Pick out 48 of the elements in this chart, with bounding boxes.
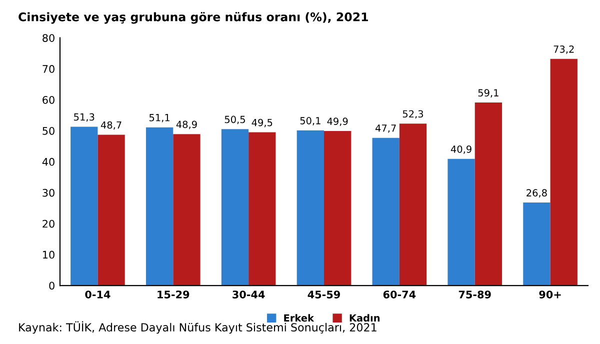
data-label: 48,9 <box>176 120 197 130</box>
bar <box>474 102 502 286</box>
x-tick-label: 60-74 <box>383 290 416 298</box>
legend-label: Erkek <box>284 314 314 322</box>
y-tick-label: 50 <box>42 126 54 135</box>
bar <box>221 129 249 286</box>
x-tick-label: 45-59 <box>308 290 340 298</box>
data-label: 51,3 <box>74 113 94 122</box>
bar <box>146 127 174 286</box>
data-label: 47,7 <box>376 124 396 133</box>
x-tick-label: 0-14 <box>85 290 110 298</box>
data-label: 73,2 <box>554 45 574 54</box>
bar <box>296 130 324 286</box>
data-label: 48,7 <box>100 121 122 130</box>
x-tick-label: 75-89 <box>458 290 491 298</box>
bar <box>399 124 427 286</box>
bar <box>173 134 200 286</box>
bar <box>324 131 352 286</box>
x-tick-label: 90+ <box>539 290 561 298</box>
bar <box>448 158 475 286</box>
bar <box>98 134 125 286</box>
bar <box>70 126 98 286</box>
x-tick-label: 30-44 <box>232 290 265 298</box>
y-tick-label: 40 <box>42 158 54 166</box>
legend-label: Kadın <box>350 314 380 322</box>
data-label: 26,8 <box>526 189 547 198</box>
bar <box>550 58 578 286</box>
data-label: 51,1 <box>149 114 170 122</box>
data-label: 40,9 <box>450 145 472 154</box>
text: Kaynak: TÜİK, Adrese Dayalı Nüfus Kayıt Sistemi Sonuçları, 2021 <box>19 321 376 334</box>
data-label: 59,1 <box>478 89 498 98</box>
y-tick-label: 60 <box>42 96 54 104</box>
bar <box>248 132 276 286</box>
y-tick-label: 70 <box>42 65 54 73</box>
y-tick-label: 10 <box>43 250 54 259</box>
bar <box>523 202 550 286</box>
x-tick-label: 15-29 <box>158 290 190 298</box>
y-tick-label: 30 <box>42 188 54 197</box>
bar <box>372 138 400 286</box>
data-label: 49,9 <box>327 118 348 126</box>
y-tick-label: 80 <box>42 34 54 42</box>
chart-title: Cinsiyete ve yaş grubuna göre nüfus oranı (%), 2021 <box>18 12 368 24</box>
y-tick-label: 20 <box>42 220 54 228</box>
y-tick-label: 0 <box>49 282 54 290</box>
data-label: 49,5 <box>252 118 272 128</box>
data-label: 50,1 <box>300 117 320 126</box>
data-label: 52,3 <box>402 110 424 119</box>
data-label: 50,5 <box>224 116 245 124</box>
